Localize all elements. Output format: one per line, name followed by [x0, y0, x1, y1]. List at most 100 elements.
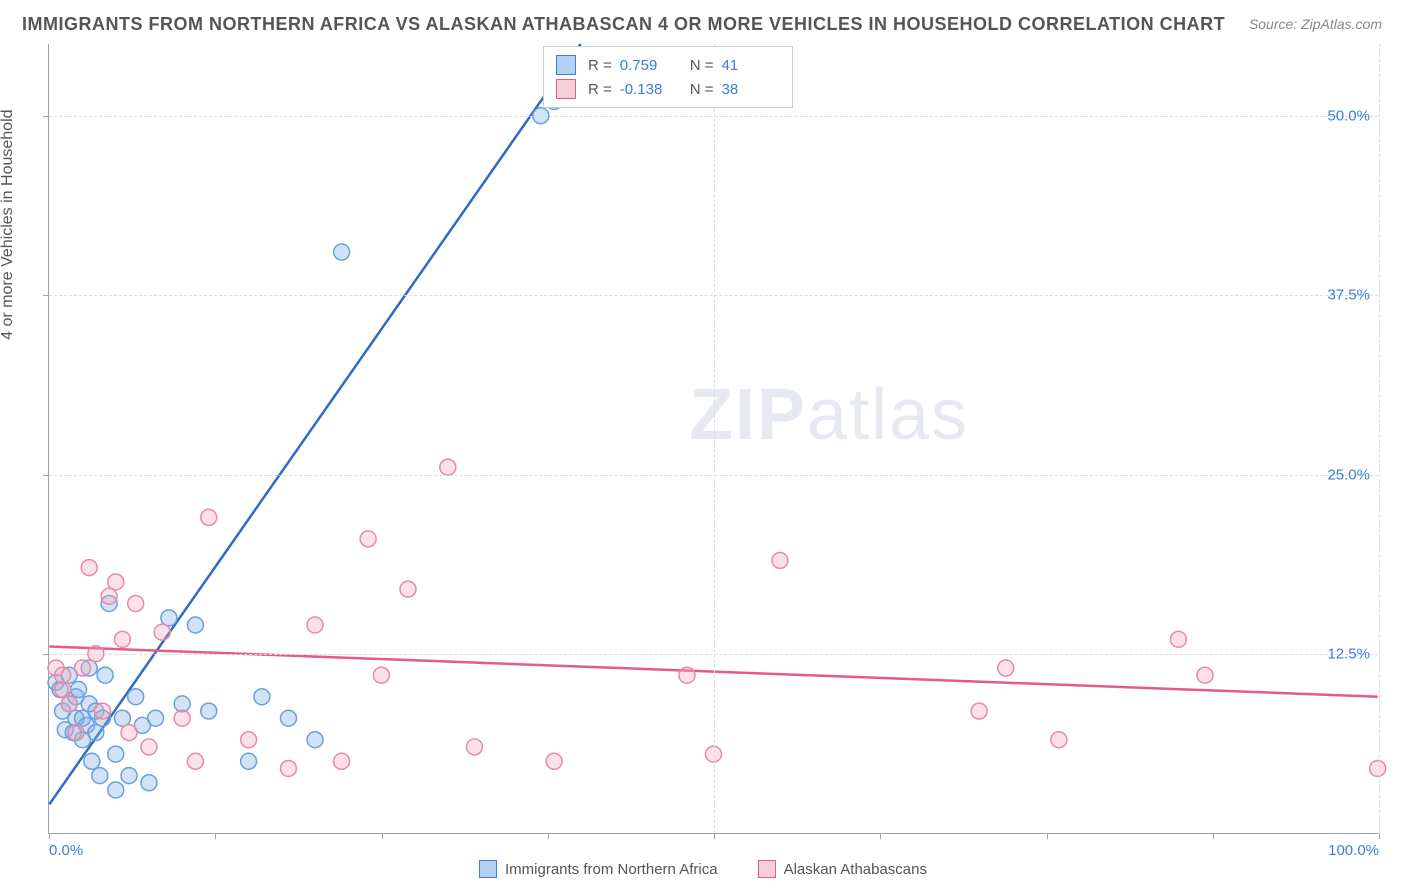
legend-row: R = 0.759 N = 41	[556, 53, 780, 77]
x-minor-tick-mark	[215, 833, 216, 839]
series-legend: Immigrants from Northern Africa Alaskan A…	[479, 860, 927, 878]
legend-item: Immigrants from Northern Africa	[479, 860, 718, 878]
x-tick-mark	[49, 833, 50, 839]
scatter-point	[241, 732, 257, 748]
scatter-point	[280, 760, 296, 776]
y-tick-mark	[43, 116, 49, 117]
scatter-point	[1370, 760, 1386, 776]
scatter-point	[88, 725, 104, 741]
scatter-point	[84, 753, 100, 769]
legend-swatch	[758, 860, 776, 878]
x-minor-tick-mark	[548, 833, 549, 839]
scatter-point	[61, 696, 77, 712]
scatter-point	[128, 595, 144, 611]
x-minor-tick-mark	[880, 833, 881, 839]
scatter-point	[280, 710, 296, 726]
legend-row: R = -0.138 N = 38	[556, 77, 780, 101]
y-tick-label: 25.0%	[1327, 466, 1370, 483]
legend-swatch	[556, 79, 576, 99]
chart-plot-area: ZIPatlas 12.5%25.0%37.5%50.0%0.0%100.0%	[48, 44, 1378, 834]
scatter-point	[92, 768, 108, 784]
r-value: -0.138	[620, 81, 678, 98]
legend-label: Alaskan Athabascans	[784, 861, 927, 878]
legend-swatch	[479, 860, 497, 878]
scatter-point	[68, 725, 84, 741]
scatter-point	[971, 703, 987, 719]
scatter-point	[679, 667, 695, 683]
scatter-point	[1170, 631, 1186, 647]
scatter-point	[241, 753, 257, 769]
x-minor-tick-mark	[1213, 833, 1214, 839]
scatter-point	[440, 459, 456, 475]
scatter-point	[75, 660, 91, 676]
scatter-point	[466, 739, 482, 755]
r-label: R =	[588, 57, 612, 74]
scatter-point	[55, 667, 71, 683]
legend-item: Alaskan Athabascans	[758, 860, 927, 878]
scatter-point	[114, 710, 130, 726]
n-value: 38	[722, 81, 780, 98]
scatter-point	[187, 617, 203, 633]
scatter-point	[307, 617, 323, 633]
n-label: N =	[690, 81, 714, 98]
gridline-vertical	[1379, 44, 1380, 833]
scatter-point	[772, 552, 788, 568]
scatter-point	[55, 682, 71, 698]
n-value: 41	[722, 57, 780, 74]
scatter-point	[148, 710, 164, 726]
scatter-point	[998, 660, 1014, 676]
scatter-point	[187, 753, 203, 769]
scatter-point	[114, 631, 130, 647]
correlation-legend: R = 0.759 N = 41 R = -0.138 N = 38	[543, 46, 793, 108]
y-tick-mark	[43, 295, 49, 296]
scatter-point	[141, 739, 157, 755]
scatter-point	[1197, 667, 1213, 683]
scatter-point	[334, 244, 350, 260]
scatter-point	[360, 531, 376, 547]
x-minor-tick-mark	[382, 833, 383, 839]
chart-title: IMMIGRANTS FROM NORTHERN AFRICA VS ALASK…	[22, 14, 1225, 35]
trend-line	[49, 44, 580, 804]
scatter-point	[334, 753, 350, 769]
scatter-point	[254, 689, 270, 705]
scatter-point	[108, 746, 124, 762]
scatter-point	[400, 581, 416, 597]
x-tick-label: 100.0%	[1328, 842, 1379, 859]
scatter-point	[81, 560, 97, 576]
r-label: R =	[588, 81, 612, 98]
y-axis-label: 4 or more Vehicles in Household	[0, 109, 17, 339]
y-tick-mark	[43, 654, 49, 655]
scatter-point	[154, 624, 170, 640]
scatter-point	[108, 574, 124, 590]
legend-swatch	[556, 55, 576, 75]
gridline-vertical	[714, 44, 715, 833]
scatter-point	[161, 610, 177, 626]
x-tick-mark	[714, 833, 715, 839]
scatter-point	[1051, 732, 1067, 748]
scatter-point	[174, 696, 190, 712]
scatter-point	[128, 689, 144, 705]
x-tick-label: 0.0%	[49, 842, 83, 859]
legend-label: Immigrants from Northern Africa	[505, 861, 718, 878]
scatter-point	[101, 588, 117, 604]
r-value: 0.759	[620, 57, 678, 74]
scatter-point	[94, 703, 110, 719]
scatter-point	[174, 710, 190, 726]
scatter-point	[141, 775, 157, 791]
y-tick-mark	[43, 475, 49, 476]
scatter-point	[373, 667, 389, 683]
x-tick-mark	[1379, 833, 1380, 839]
scatter-point	[108, 782, 124, 798]
source-label: Source: ZipAtlas.com	[1249, 16, 1382, 32]
scatter-point	[201, 703, 217, 719]
scatter-point	[546, 753, 562, 769]
y-tick-label: 12.5%	[1327, 646, 1370, 663]
scatter-point	[121, 725, 137, 741]
scatter-point	[121, 768, 137, 784]
n-label: N =	[690, 57, 714, 74]
scatter-point	[71, 682, 87, 698]
scatter-point	[307, 732, 323, 748]
scatter-point	[201, 509, 217, 525]
y-tick-label: 50.0%	[1327, 107, 1370, 124]
y-tick-label: 37.5%	[1327, 287, 1370, 304]
